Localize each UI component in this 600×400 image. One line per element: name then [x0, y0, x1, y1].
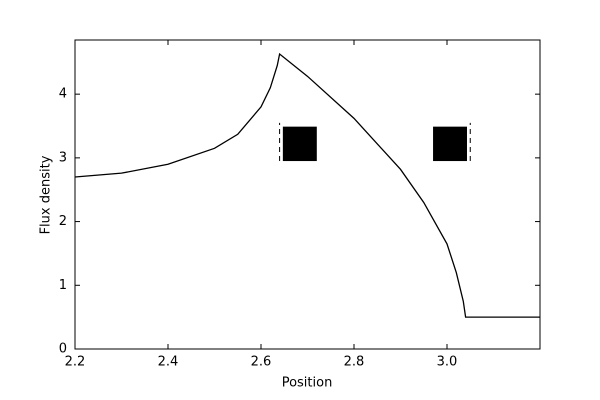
plot-frame: [74, 39, 541, 350]
y-tick-label: 4: [59, 87, 67, 102]
y-tick-label: 1: [59, 278, 67, 293]
y-axis-label: Flux density: [39, 155, 54, 234]
y-tick-label: 2: [59, 214, 67, 229]
x-axis-label: Position: [282, 376, 333, 391]
y-tick-label: 3: [59, 150, 67, 165]
magnet-block: [282, 126, 317, 162]
x-tick-label: 2.8: [344, 355, 365, 370]
magnet-block: [433, 126, 467, 162]
x-tick-label: 2.6: [251, 355, 272, 370]
y-tick-label: 0: [59, 342, 67, 357]
x-tick-label: 2.2: [65, 355, 86, 370]
x-tick-label: 2.4: [158, 355, 179, 370]
x-tick-label: 3.0: [437, 355, 458, 370]
flux-line: [74, 52, 540, 318]
